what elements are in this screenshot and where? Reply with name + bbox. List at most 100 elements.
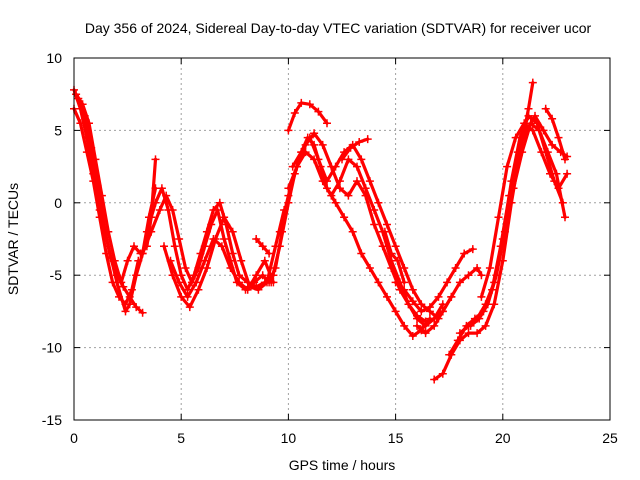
data-point	[142, 227, 151, 236]
data-point	[374, 278, 383, 287]
data-point	[82, 148, 91, 157]
data-point	[355, 138, 364, 146]
data-point	[357, 249, 366, 258]
y-axis-label: SDTVAR / TECUs	[5, 183, 21, 295]
data-point	[185, 303, 194, 312]
data-point	[430, 375, 439, 384]
data-point	[453, 336, 462, 345]
data-point	[267, 278, 276, 287]
series-track-14	[286, 101, 329, 132]
data-point	[209, 235, 218, 243]
data-point	[74, 94, 83, 103]
data-point	[93, 181, 102, 190]
data-point	[132, 303, 141, 312]
data-point	[310, 129, 319, 138]
data-series	[70, 78, 572, 384]
data-point	[235, 278, 244, 287]
data-point	[365, 264, 374, 272]
data-point	[421, 317, 430, 326]
y-tick-labels: 10 5 0 -5 -10 -15	[42, 50, 62, 428]
data-point	[220, 235, 229, 243]
data-point	[331, 162, 340, 171]
data-point	[87, 143, 96, 152]
data-point	[434, 292, 443, 301]
data-point	[464, 271, 473, 280]
data-point	[438, 369, 447, 378]
x-tick-label: 10	[281, 430, 297, 446]
data-point	[391, 278, 400, 287]
x-tick-label: 0	[70, 430, 78, 446]
data-point	[119, 282, 128, 291]
data-point	[202, 227, 211, 236]
data-point	[357, 155, 366, 164]
data-point	[202, 264, 211, 272]
data-point	[417, 307, 426, 316]
x-tick-label: 15	[388, 430, 404, 446]
data-point	[290, 109, 299, 117]
series-track-22	[469, 121, 567, 328]
data-point	[284, 184, 293, 193]
data-point	[194, 285, 203, 294]
data-point	[177, 271, 186, 280]
y-tick-label: 0	[54, 195, 62, 211]
data-point	[323, 119, 331, 128]
data-point	[181, 264, 190, 272]
data-point	[483, 300, 492, 309]
data-point	[477, 292, 486, 301]
data-point	[554, 133, 563, 142]
x-tick-labels: 0 5 10 15 20 25	[70, 430, 618, 446]
data-point	[138, 308, 147, 317]
data-point	[127, 285, 136, 294]
data-point	[554, 184, 563, 193]
y-tick-label: 10	[46, 50, 62, 66]
data-point	[548, 114, 557, 123]
data-point	[72, 90, 81, 99]
data-point	[417, 300, 426, 309]
data-point	[130, 242, 138, 251]
data-point	[327, 191, 336, 200]
data-point	[151, 155, 160, 164]
y-tick-label: -5	[50, 267, 63, 283]
data-point	[125, 292, 134, 301]
data-point	[297, 98, 306, 107]
data-point	[492, 271, 501, 280]
data-point	[209, 206, 218, 214]
x-tick-label: 20	[495, 430, 511, 446]
data-point	[383, 220, 391, 229]
series-track-13	[291, 136, 441, 321]
data-point	[468, 245, 477, 254]
data-point	[383, 292, 391, 301]
data-point	[443, 278, 452, 287]
data-point	[473, 264, 482, 272]
data-point	[252, 271, 261, 280]
y-tick-label: -10	[42, 340, 62, 356]
data-point	[455, 278, 464, 287]
data-point	[121, 300, 130, 309]
data-point	[175, 278, 184, 287]
data-point	[323, 177, 331, 186]
data-point	[134, 256, 143, 265]
data-point	[348, 227, 357, 236]
data-point	[563, 169, 572, 178]
data-point	[318, 140, 327, 149]
data-point	[413, 311, 421, 320]
data-point	[170, 242, 179, 251]
data-point	[561, 155, 569, 164]
data-point	[464, 329, 473, 338]
data-point	[275, 227, 284, 236]
data-point	[438, 307, 447, 316]
data-point	[192, 278, 201, 287]
chart-title: Day 356 of 2024, Sidereal Day-to-day VTE…	[85, 20, 592, 36]
data-point	[237, 256, 246, 265]
data-point	[524, 104, 533, 113]
data-point	[387, 249, 396, 258]
data-point	[546, 169, 554, 178]
data-point	[404, 300, 413, 309]
data-point	[353, 162, 361, 171]
data-point	[254, 285, 263, 294]
data-point	[537, 148, 546, 157]
data-point	[391, 307, 400, 316]
data-point	[284, 191, 293, 200]
plot-frame	[73, 57, 611, 421]
data-point	[378, 242, 387, 251]
